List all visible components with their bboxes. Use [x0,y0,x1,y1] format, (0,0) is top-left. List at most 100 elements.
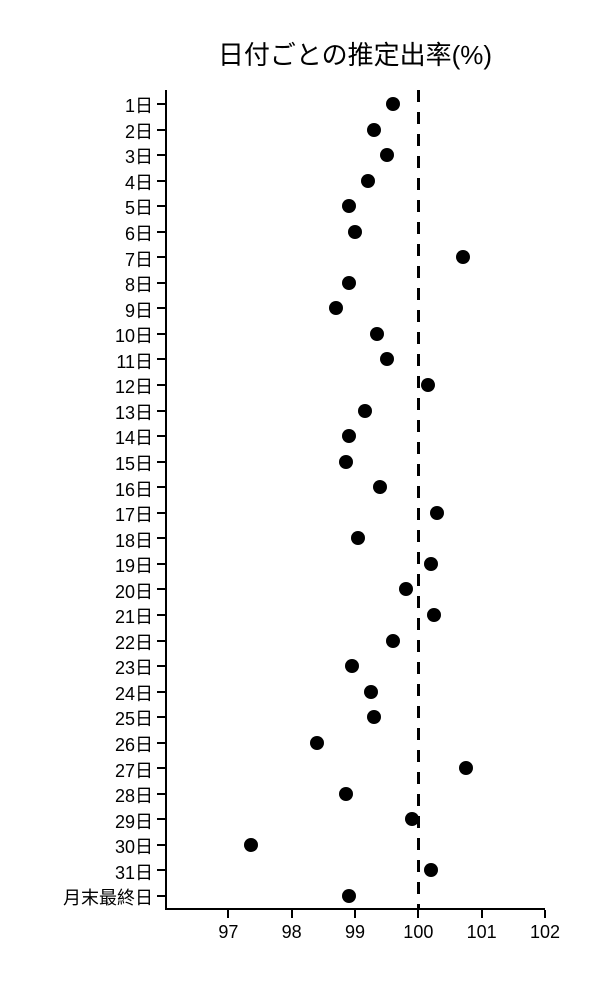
y-axis-label: 20日 [13,578,153,604]
y-tick [157,869,165,871]
x-tick [481,910,483,918]
data-point [244,838,258,852]
y-tick [157,384,165,386]
plot-area: 1日2日3日4日5日6日7日8日9日10日11日12日13日14日15日16日1… [165,90,545,910]
y-axis-label: 9日 [13,297,153,323]
y-tick [157,895,165,897]
data-point [367,710,381,724]
reference-line [417,90,420,910]
data-point [370,327,384,341]
y-axis-label: 15日 [13,450,153,476]
y-tick [157,640,165,642]
y-tick [157,461,165,463]
y-tick [157,818,165,820]
y-axis-label: 24日 [13,680,153,706]
y-tick [157,129,165,131]
y-tick [157,537,165,539]
x-axis-label: 102 [530,922,560,943]
y-axis-label: 7日 [13,246,153,272]
y-tick [157,486,165,488]
y-axis-label: 11日 [13,348,153,374]
y-tick [157,435,165,437]
y-tick [157,691,165,693]
y-axis-label: 31日 [13,859,153,885]
data-point [459,761,473,775]
x-axis-label: 99 [345,922,365,943]
y-axis-label: 1日 [13,92,153,118]
data-point [351,531,365,545]
y-axis-line [165,90,167,910]
y-axis-label: 27日 [13,757,153,783]
x-axis-label: 97 [218,922,238,943]
y-axis-label: 8日 [13,271,153,297]
data-point [373,480,387,494]
y-tick [157,665,165,667]
y-axis-label: 19日 [13,552,153,578]
y-axis-label: 26日 [13,731,153,757]
y-axis-label: 2日 [13,118,153,144]
y-axis-label: 25日 [13,705,153,731]
y-tick [157,180,165,182]
y-tick [157,282,165,284]
y-tick [157,307,165,309]
y-tick [157,614,165,616]
data-point [364,685,378,699]
y-axis-label: 3日 [13,143,153,169]
y-tick [157,716,165,718]
y-tick [157,512,165,514]
data-point [342,199,356,213]
data-point [421,378,435,392]
data-point [342,889,356,903]
data-point [430,506,444,520]
data-point [386,97,400,111]
data-point [342,429,356,443]
y-tick [157,154,165,156]
x-tick [354,910,356,918]
y-tick [157,103,165,105]
x-axis-label: 101 [467,922,497,943]
data-point [361,174,375,188]
y-axis-label: 22日 [13,629,153,655]
y-axis-label: 29日 [13,808,153,834]
data-point [310,736,324,750]
x-tick [227,910,229,918]
y-tick [157,767,165,769]
y-tick [157,231,165,233]
data-point [424,863,438,877]
data-point [380,148,394,162]
x-axis-label: 100 [403,922,433,943]
data-point [456,250,470,264]
y-tick [157,588,165,590]
x-axis-label: 98 [282,922,302,943]
y-tick [157,410,165,412]
y-axis-label: 30日 [13,833,153,859]
x-tick [417,910,419,918]
data-point [348,225,362,239]
y-axis-label: 10日 [13,322,153,348]
data-point [367,123,381,137]
chart-title: 日付ごとの推定出率(%) [165,35,545,72]
y-axis-label: 16日 [13,476,153,502]
y-tick [157,563,165,565]
y-axis-label: 17日 [13,501,153,527]
y-axis-label: 5日 [13,194,153,220]
y-tick [157,333,165,335]
y-axis-label: 21日 [13,603,153,629]
y-tick [157,742,165,744]
data-point [380,352,394,366]
data-point [339,455,353,469]
chart-container: 日付ごとの推定出率(%) 1日2日3日4日5日6日7日8日9日10日11日12日… [0,0,600,1000]
data-point [342,276,356,290]
y-axis-label: 6日 [13,220,153,246]
y-tick [157,793,165,795]
data-point [405,812,419,826]
data-point [329,301,343,315]
y-axis-label: 月末最終日 [13,884,153,910]
data-point [386,634,400,648]
y-axis-label: 28日 [13,782,153,808]
y-axis-label: 23日 [13,654,153,680]
data-point [345,659,359,673]
data-point [358,404,372,418]
data-point [339,787,353,801]
y-tick [157,205,165,207]
